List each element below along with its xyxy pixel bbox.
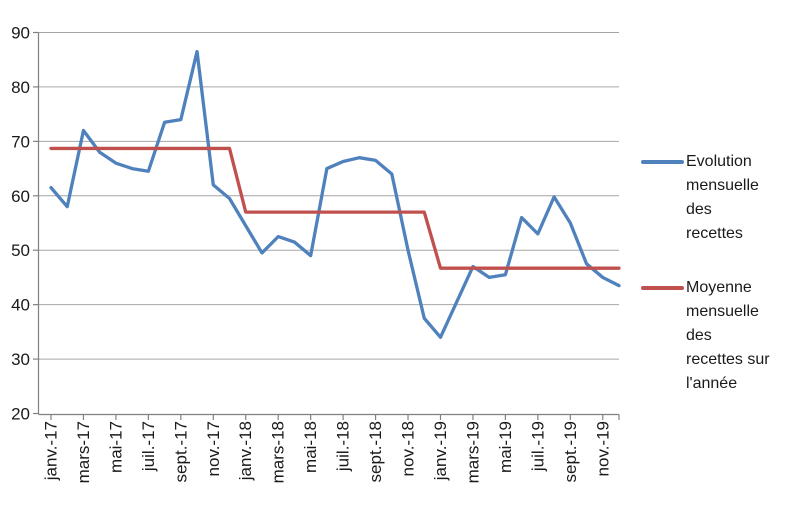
y-axis-label: 60	[11, 187, 30, 206]
y-axis-label: 80	[11, 78, 30, 97]
x-axis-label: nov.-19	[593, 421, 612, 476]
legend-swatch-moyenne-line-icon	[641, 286, 684, 290]
legend-label-moyenne: Moyenne mensuelle des recettes sur l'ann…	[686, 279, 770, 392]
x-axis-label: mai-18	[301, 421, 320, 473]
x-axis-label: sept.-19	[561, 421, 580, 482]
axes	[33, 31, 620, 420]
legend-entry-moyenne: Moyenne mensuelle des recettes sur l'ann…	[641, 276, 807, 396]
legend-swatch-evolution-line-icon	[641, 160, 684, 164]
y-axis-label: 70	[11, 132, 30, 151]
x-axis-label: janv.-19	[431, 421, 450, 481]
x-axis-label: mars-18	[269, 421, 288, 483]
x-axis-label: juil.-18	[334, 421, 353, 472]
x-axis-label: juil.-19	[528, 421, 547, 472]
y-axis-label: 40	[11, 296, 30, 315]
x-axis-label: nov.-17	[204, 421, 223, 476]
y-axis-label: 50	[11, 241, 30, 260]
x-axis-label: juil.-17	[139, 421, 158, 472]
series-line-evolution-mensuelle	[49, 49, 621, 339]
axis-labels: 20 30 40 50 60 70 80 90 janv.-17 mars-17 mai-17 jui…	[11, 24, 612, 484]
y-axis-label: 30	[11, 350, 30, 369]
x-axis-label: mars-19	[463, 421, 482, 483]
y-axis-label: 20	[11, 405, 30, 424]
gridlines	[38, 32, 619, 360]
legend-entry-evolution: Evolution mensuelle des recettes	[641, 150, 807, 246]
legend-label-evolution: Evolution mensuelle des recettes	[686, 153, 759, 242]
legend: Evolution mensuelle des recettes Moyenne…	[641, 150, 807, 426]
x-axis-label: sept.-17	[171, 421, 190, 482]
x-axis-label: mai-19	[496, 421, 515, 473]
x-axis-label: mars-17	[74, 421, 93, 483]
x-axis-label: nov.-18	[399, 421, 418, 476]
x-axis-label: sept.-18	[366, 421, 385, 482]
x-axis-label: janv.-17	[42, 421, 61, 481]
x-axis-label: mai-17	[106, 421, 125, 473]
y-axis-label: 90	[11, 24, 30, 43]
x-axis-label: janv.-18	[236, 421, 255, 481]
series-line-moyenne-mensuelle	[49, 146, 621, 270]
series-lines	[49, 49, 621, 339]
